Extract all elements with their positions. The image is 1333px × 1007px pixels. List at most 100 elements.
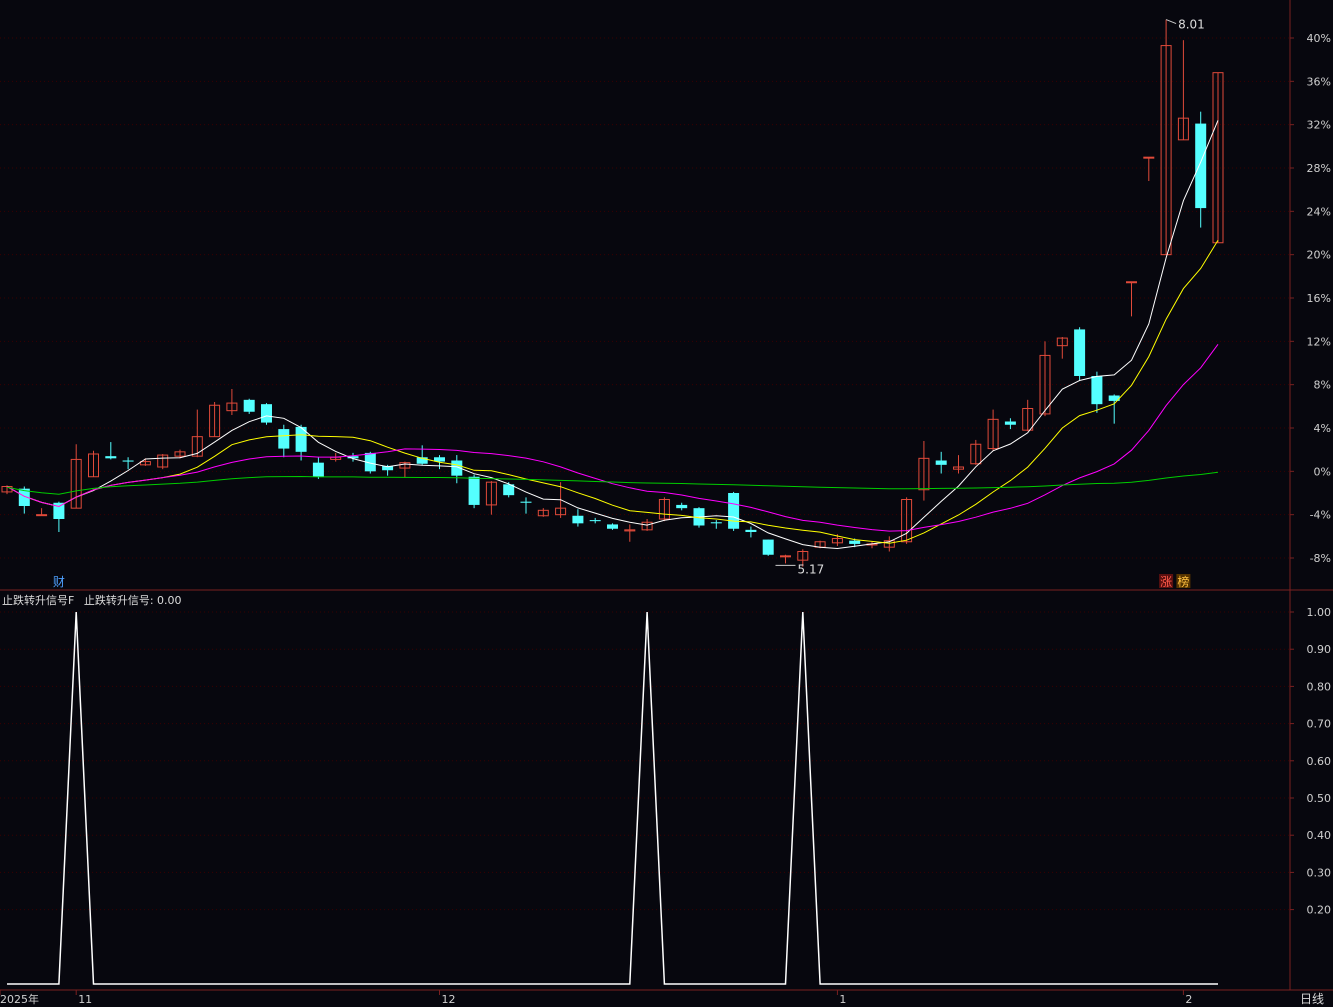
- candle-body-down: [589, 520, 601, 522]
- y-tick-label: 20%: [1307, 249, 1331, 262]
- marker-bg: [1176, 574, 1191, 588]
- x-tick-label: 1: [839, 993, 846, 1005]
- candle-body-down: [122, 460, 134, 462]
- indicator-y-tick-label: 0.60: [1307, 755, 1332, 768]
- candle-body-down: [364, 452, 376, 472]
- candle-body-up: [1022, 408, 1034, 431]
- candle-body-up: [139, 461, 151, 466]
- marker-label: 财: [53, 575, 65, 589]
- indicator-y-tick-label: 0.20: [1307, 904, 1332, 917]
- candle-body-down: [434, 457, 445, 462]
- ma-line-ma10: [6, 240, 1219, 544]
- candle-body-down: [935, 460, 947, 465]
- indicator-header: 止跌转升信号F 止跌转升信号: 0.00: [2, 592, 188, 608]
- candle-body-up: [209, 404, 221, 438]
- ma-line-ma60: [6, 471, 1219, 495]
- y-tick-label: 32%: [1307, 119, 1331, 132]
- y-tick-label: 28%: [1307, 162, 1331, 175]
- y-tick-label: 4%: [1314, 422, 1331, 435]
- candle-body-down: [1091, 376, 1103, 405]
- candle-body-down: [762, 539, 774, 555]
- candle-body-down: [745, 529, 757, 532]
- indicator-y-tick-label: 0.90: [1307, 643, 1332, 656]
- candle-body-down: [607, 524, 618, 529]
- candle-body-up: [658, 499, 670, 520]
- candle-body-up: [555, 507, 567, 516]
- candle-body-down: [53, 502, 65, 519]
- candle-body-up: [780, 555, 791, 558]
- y-tick-label: 12%: [1307, 335, 1331, 348]
- candle-body-down: [1074, 329, 1086, 376]
- candle-body-down: [503, 484, 515, 496]
- candle-body-up: [797, 551, 809, 561]
- candle-body-down: [468, 476, 480, 505]
- indicator-y-tick-label: 0.70: [1307, 718, 1332, 731]
- candle-body-up: [918, 457, 930, 491]
- candle-body-up: [485, 481, 497, 506]
- candle-body-down: [295, 426, 307, 452]
- candle-body-up: [191, 436, 203, 457]
- candle-body-up: [36, 514, 48, 517]
- candle-body-down: [676, 504, 688, 509]
- candle-body-down: [1004, 421, 1016, 425]
- candle-body-down: [520, 501, 532, 503]
- candle-body-up: [953, 466, 964, 470]
- ma-line-ma5: [6, 120, 1219, 550]
- candle-body-down: [243, 399, 255, 412]
- y-tick-label: 8%: [1314, 379, 1331, 392]
- candle-body-down: [1108, 395, 1120, 401]
- candle-body-down: [451, 460, 463, 476]
- candle-body-down: [261, 404, 272, 423]
- indicator-y-tick-label: 0.40: [1307, 829, 1332, 842]
- high-price-label: 8.01: [1178, 18, 1205, 32]
- y-tick-label: 24%: [1307, 205, 1331, 218]
- ma-line-ma20: [6, 344, 1219, 532]
- period-label[interactable]: 日线: [1300, 992, 1325, 1006]
- candle-body-down: [416, 457, 428, 464]
- x-tick-label: 12: [442, 993, 456, 1005]
- marker-label: 涨: [1160, 574, 1172, 589]
- candle-body-up: [1126, 281, 1137, 284]
- candle-body-down: [710, 522, 722, 524]
- candle-body-down: [105, 456, 117, 459]
- candle-body-down: [728, 493, 740, 529]
- candle-body-up: [1143, 156, 1155, 159]
- candle-body-down: [347, 456, 359, 459]
- candle-body-up: [399, 462, 411, 469]
- candle-body-up: [537, 509, 549, 517]
- x-tick-label: 11: [78, 993, 92, 1005]
- x-tick-label: 2: [1185, 993, 1192, 1005]
- candle-body-up: [1212, 72, 1224, 244]
- candle-body-up: [174, 451, 186, 457]
- indicator-y-tick-label: 1.00: [1307, 606, 1332, 619]
- marker-label: 榜: [1177, 574, 1189, 589]
- candle-body-down: [278, 429, 290, 449]
- indicator-name[interactable]: 止跌转升信号F: [2, 594, 75, 607]
- candle-body-up: [1039, 354, 1051, 415]
- candle-body-up: [624, 529, 636, 532]
- indicator-y-tick-label: 0.50: [1307, 792, 1332, 805]
- candle-body-up: [88, 453, 99, 478]
- indicator-y-tick-label: 0.30: [1307, 866, 1332, 879]
- candle-body-up: [1160, 45, 1172, 256]
- candle-body-up: [901, 499, 913, 543]
- candle-body-up: [970, 443, 982, 465]
- y-tick-label: 36%: [1307, 75, 1331, 88]
- y-tick-label: -4%: [1310, 509, 1331, 522]
- candle-body-down: [1195, 123, 1207, 209]
- candle-body-down: [18, 488, 30, 506]
- y-tick-label: 16%: [1307, 292, 1331, 305]
- candle-body-up: [987, 418, 999, 450]
- candle-body-up: [1177, 117, 1189, 141]
- y-tick-label: 40%: [1307, 32, 1331, 45]
- candle-body-up: [883, 540, 895, 548]
- candle-body-up: [70, 458, 82, 509]
- candle-body-up: [157, 454, 169, 468]
- candle-body-up: [831, 538, 843, 544]
- candle-body-down: [849, 540, 861, 544]
- indicator-signal-line: [7, 611, 1218, 985]
- indicator-y-tick-label: 0.80: [1307, 680, 1332, 693]
- candle-body-down: [572, 515, 584, 524]
